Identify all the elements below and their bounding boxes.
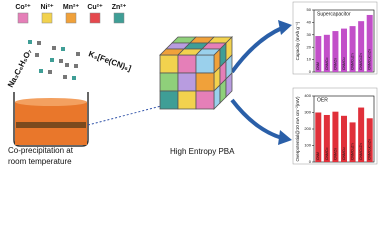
graphical-abstract: Na₃C₆H₅O₇ K₃[Fe(CN)₆] Co-precipitation a… [6, 1, 378, 166]
bar [315, 112, 322, 162]
bar [323, 114, 330, 162]
ion-label: Zn²⁺ [112, 4, 127, 11]
particle [76, 52, 80, 56]
cube-face [195, 72, 215, 92]
particle [48, 70, 52, 74]
ion-label: Mn²⁺ [63, 4, 79, 11]
ion-cube [17, 12, 29, 24]
bar [323, 34, 330, 72]
bar [366, 118, 373, 162]
cube-face [159, 72, 179, 92]
cube-face [177, 90, 197, 110]
y-tick-label: 400 [304, 93, 311, 98]
y-axis-label: Overpotential@10 mA cm⁻²(mV) [295, 96, 300, 161]
cube-face [225, 72, 233, 98]
particle [52, 46, 56, 50]
bar [366, 14, 373, 73]
y-tick-label: 30 [307, 32, 312, 37]
y-tick-label: 100 [304, 143, 311, 148]
category-label: CNMCoZn [359, 143, 363, 160]
particle [72, 76, 76, 80]
particle [65, 63, 69, 67]
cube-face [195, 54, 215, 74]
bar [349, 26, 356, 72]
category-label: CNMCo [325, 148, 329, 160]
cube-face [177, 54, 197, 74]
connector [87, 104, 166, 126]
category-label: CNMCuZn [350, 143, 354, 160]
category-label: CNMCuCoZn [368, 139, 372, 160]
particle [35, 53, 39, 57]
cube-face [195, 90, 215, 110]
particle [61, 47, 65, 51]
beaker [13, 92, 89, 147]
bar [349, 122, 356, 162]
chart-title: Supercapacitor [317, 11, 351, 17]
y-tick-label: 0 [309, 69, 312, 74]
reagent-right: K₃[Fe(CN)₆] [87, 49, 132, 73]
particle [37, 41, 41, 45]
y-tick-label: 300 [304, 110, 311, 115]
bar [358, 21, 365, 72]
ion-cube [113, 12, 125, 24]
particle [28, 40, 32, 44]
ion-cube [41, 12, 53, 24]
y-tick-label: 10 [307, 57, 312, 62]
product-label: High Entropy PBA [170, 147, 235, 156]
category-label: CNMCo [325, 58, 329, 70]
precipitate [16, 122, 86, 128]
ion-label: Cu²⁺ [87, 4, 103, 11]
ion-cube [89, 12, 101, 24]
cube-face [177, 72, 197, 92]
category-label: CNMZn [333, 58, 337, 70]
bar [341, 115, 347, 162]
particle [50, 58, 54, 62]
category-label: CNMCoZn [359, 53, 363, 70]
bar [341, 28, 347, 73]
category-label: CNMCuCoZn [368, 49, 372, 70]
particle [59, 59, 63, 63]
page: {"ions": ["Co²⁺", "Ni²⁺", "Mn²⁺", "Cu²⁺"… [5, 1, 378, 167]
y-tick-label: 0 [309, 159, 312, 164]
category-label: CNMCu [342, 148, 346, 160]
category-label: CNMZn [333, 148, 337, 160]
y-tick-label: 40 [307, 19, 312, 24]
arrow [230, 26, 283, 74]
category-label: CNM [316, 152, 320, 160]
particle [74, 64, 78, 68]
particle [63, 75, 67, 79]
category-label: CNM [316, 62, 320, 70]
bar [315, 36, 322, 72]
chart-title: OER [317, 97, 328, 103]
process-line: room temperature [8, 157, 72, 166]
y-axis-label: Capacity (mAh g⁻¹) [295, 21, 300, 60]
ion-label: Ni²⁺ [40, 4, 53, 11]
ion-label: Co²⁺ [15, 4, 31, 11]
category-label: CNMCuZn [350, 53, 354, 70]
y-tick-label: 50 [307, 7, 312, 12]
reagent-left: Na₃C₆H₅O₇ [6, 48, 34, 89]
process-line: Co-precipitation at [8, 146, 74, 155]
solution-surface [15, 98, 87, 106]
ion-cube [65, 12, 77, 24]
category-label: CNMCu [342, 58, 346, 70]
cube-face [159, 54, 179, 74]
arrow-head [278, 130, 292, 145]
arrow-head [278, 20, 292, 35]
particle [39, 69, 43, 73]
y-tick-label: 20 [307, 44, 312, 49]
cube-face [159, 90, 179, 110]
y-tick-label: 200 [304, 126, 311, 131]
bar [332, 31, 339, 72]
cube-face [195, 48, 221, 56]
bar [358, 107, 365, 162]
arrow [230, 98, 283, 140]
bar [332, 111, 339, 162]
